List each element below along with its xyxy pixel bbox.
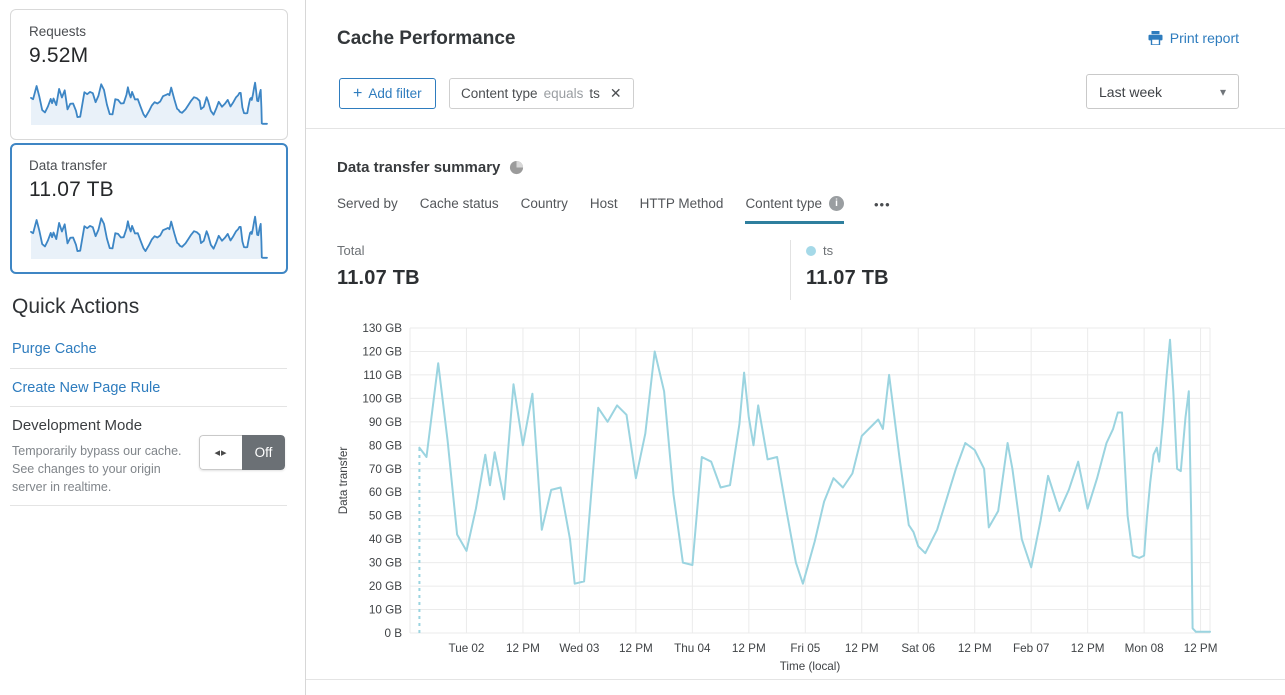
svg-text:Data transfer: Data transfer — [337, 447, 350, 515]
page-title: Cache Performance — [337, 28, 516, 49]
data-transfer-chart: 0 B 10 GB 20 GB 30 GB 40 GB 50 GB 60 GB 70 GB 80… — [330, 314, 1230, 681]
svg-text:80 GB: 80 GB — [369, 439, 402, 452]
tab-http-method[interactable]: HTTP Method — [639, 196, 724, 211]
tab-country[interactable]: Country — [520, 196, 568, 211]
requests-card-value: 9.52M — [29, 44, 89, 67]
filter-operator: equals — [543, 86, 584, 101]
tab-content-type[interactable]: Content type i — [745, 196, 844, 224]
requests-sparkline — [30, 81, 268, 125]
print-report-button[interactable]: Print report — [1148, 30, 1239, 46]
total-label: Total — [337, 243, 365, 258]
create-page-rule-link[interactable]: Create New Page Rule — [12, 380, 161, 396]
svg-text:110 GB: 110 GB — [363, 369, 402, 382]
info-icon[interactable]: i — [829, 196, 844, 211]
summary-title: Data transfer summary — [337, 159, 501, 176]
purge-cache-link[interactable]: Purge Cache — [12, 341, 97, 357]
svg-text:0 B: 0 B — [384, 627, 402, 640]
toggle-arrows-icon[interactable]: ◂▸ — [199, 435, 242, 470]
svg-text:70 GB: 70 GB — [369, 463, 402, 476]
svg-text:100 GB: 100 GB — [362, 392, 402, 405]
quick-actions-heading: Quick Actions — [12, 295, 140, 318]
more-options-icon[interactable]: ••• — [874, 197, 891, 212]
svg-text:Wed 03: Wed 03 — [559, 642, 599, 655]
svg-text:Sat 06: Sat 06 — [901, 642, 935, 655]
time-range-select[interactable]: Last week ▾ — [1086, 74, 1239, 109]
add-filter-label: Add filter — [368, 86, 422, 101]
svg-text:12 PM: 12 PM — [506, 642, 540, 655]
svg-text:12 PM: 12 PM — [958, 642, 992, 655]
summary-dimension-tabs: Served by Cache status Country Host HTTP… — [337, 196, 891, 224]
toggle-off-state[interactable]: Off — [242, 435, 285, 470]
time-range-value: Last week — [1099, 83, 1163, 100]
data-transfer-metric-card[interactable]: Data transfer 11.07 TB — [10, 143, 288, 274]
ts-series-value: 11.07 TB — [806, 267, 889, 289]
divider — [10, 505, 287, 506]
total-value: 11.07 TB — [337, 267, 420, 289]
svg-text:30 GB: 30 GB — [369, 557, 402, 570]
content-type-filter-chip[interactable]: Content type equals ts ✕ — [449, 78, 634, 109]
data-transfer-card-label: Data transfer — [29, 158, 108, 173]
data-transfer-chart-plot: 0 B 10 GB 20 GB 30 GB 40 GB 50 GB 60 GB 70 GB 80… — [337, 322, 1218, 673]
svg-text:10 GB: 10 GB — [369, 604, 402, 617]
cache-performance-panel: Cache Performance Print report + Add fil… — [306, 0, 1285, 695]
printer-icon — [1148, 31, 1163, 45]
development-mode-label: Development Mode — [12, 417, 143, 434]
svg-text:Tue 02: Tue 02 — [448, 642, 484, 655]
svg-text:12 PM: 12 PM — [732, 642, 766, 655]
svg-text:Time (local): Time (local) — [780, 660, 841, 673]
tab-host[interactable]: Host — [589, 196, 618, 211]
svg-text:12 PM: 12 PM — [1184, 642, 1218, 655]
chevron-down-icon: ▾ — [1219, 84, 1226, 99]
svg-text:60 GB: 60 GB — [369, 486, 402, 499]
ts-legend-dot — [806, 245, 816, 256]
svg-text:120 GB: 120 GB — [362, 345, 402, 358]
divider — [790, 240, 791, 300]
remove-filter-icon[interactable]: ✕ — [609, 85, 622, 101]
data-transfer-card-value: 11.07 TB — [29, 178, 114, 201]
tab-served-by[interactable]: Served by — [337, 196, 398, 211]
analytics-sidebar: Requests 9.52M Data transfer 11.07 TB Qu… — [0, 0, 305, 695]
requests-metric-card[interactable]: Requests 9.52M — [10, 9, 288, 140]
requests-card-label: Requests — [29, 24, 87, 39]
svg-text:Thu 04: Thu 04 — [674, 642, 711, 655]
svg-text:90 GB: 90 GB — [369, 416, 402, 429]
sidebar-main-divider — [305, 0, 306, 695]
divider — [10, 406, 287, 407]
ts-legend-label[interactable]: ts — [823, 243, 834, 258]
svg-text:50 GB: 50 GB — [369, 510, 402, 523]
svg-text:12 PM: 12 PM — [845, 642, 879, 655]
divider — [10, 368, 287, 369]
filter-value: ts — [589, 86, 600, 101]
tab-cache-status[interactable]: Cache status — [419, 196, 499, 211]
data-freshness-icon — [509, 160, 524, 175]
print-report-label: Print report — [1169, 30, 1239, 46]
data-transfer-sparkline — [30, 215, 268, 259]
filter-field: Content type — [461, 86, 538, 101]
svg-text:Mon 08: Mon 08 — [1125, 642, 1164, 655]
add-filter-button[interactable]: + Add filter — [339, 78, 436, 109]
svg-text:20 GB: 20 GB — [369, 580, 402, 593]
ts-series-stat: ts 11.07 TB — [806, 243, 889, 290]
svg-text:12 PM: 12 PM — [619, 642, 653, 655]
svg-text:Feb 07: Feb 07 — [1013, 642, 1049, 655]
divider — [306, 128, 1285, 129]
svg-text:Fri 05: Fri 05 — [790, 642, 820, 655]
development-mode-description: Temporarily bypass our cache. See change… — [12, 444, 182, 495]
plus-icon: + — [353, 84, 363, 102]
development-mode-toggle[interactable]: ◂▸ Off — [199, 435, 285, 470]
svg-text:40 GB: 40 GB — [369, 533, 402, 546]
total-stat: Total 11.07 TB — [337, 243, 420, 290]
svg-text:130 GB: 130 GB — [362, 322, 402, 335]
svg-text:12 PM: 12 PM — [1071, 642, 1105, 655]
divider — [306, 679, 1285, 680]
